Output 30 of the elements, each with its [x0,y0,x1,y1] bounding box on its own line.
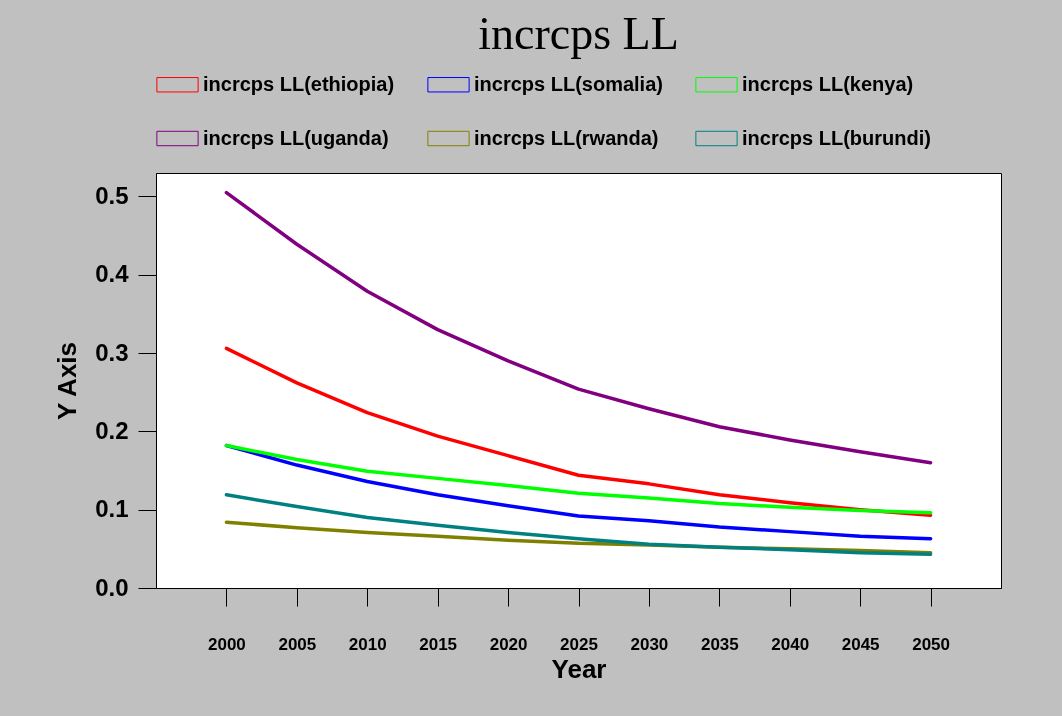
x-tick-label: 2005 [278,634,317,654]
x-tick-label: 2040 [771,634,810,654]
y-tick-label: 0.1 [95,495,129,523]
legend-label: incrcps LL(uganda) [203,126,389,149]
line-series [224,493,933,557]
line-series [224,346,933,517]
line-series [224,443,933,515]
x-tick-label: 2035 [700,634,739,654]
x-tick-label: 2010 [348,634,387,654]
y-axis-title: Y Axis [52,341,83,421]
legend-label: incrcps LL(rwanda) [474,126,659,149]
y-tick-label: 0.3 [95,338,129,366]
x-tick-label: 2045 [841,634,880,654]
y-tick-label: 0.5 [95,181,129,209]
x-tick-label: 2025 [560,634,598,654]
legend-label: incrcps LL(kenya) [742,72,914,95]
line-series [224,190,933,465]
x-tick-label: 2020 [489,634,528,654]
y-tick-label: 0.0 [95,573,129,601]
x-tick-label: 2015 [419,634,458,654]
legend-label: incrcps LL(ethiopia) [203,72,395,95]
x-tick-label: 2050 [912,634,950,654]
legend-label: incrcps LL(burundi) [742,126,931,149]
chart-title: incrcps LL [478,8,679,59]
y-tick-label: 0.4 [95,260,130,288]
x-tick-label: 2030 [630,634,669,654]
y-tick-label: 0.2 [95,416,129,444]
x-axis-title: Year [551,653,607,684]
x-tick-label: 2000 [208,634,246,654]
legend-label: incrcps LL(somalia) [474,72,663,95]
